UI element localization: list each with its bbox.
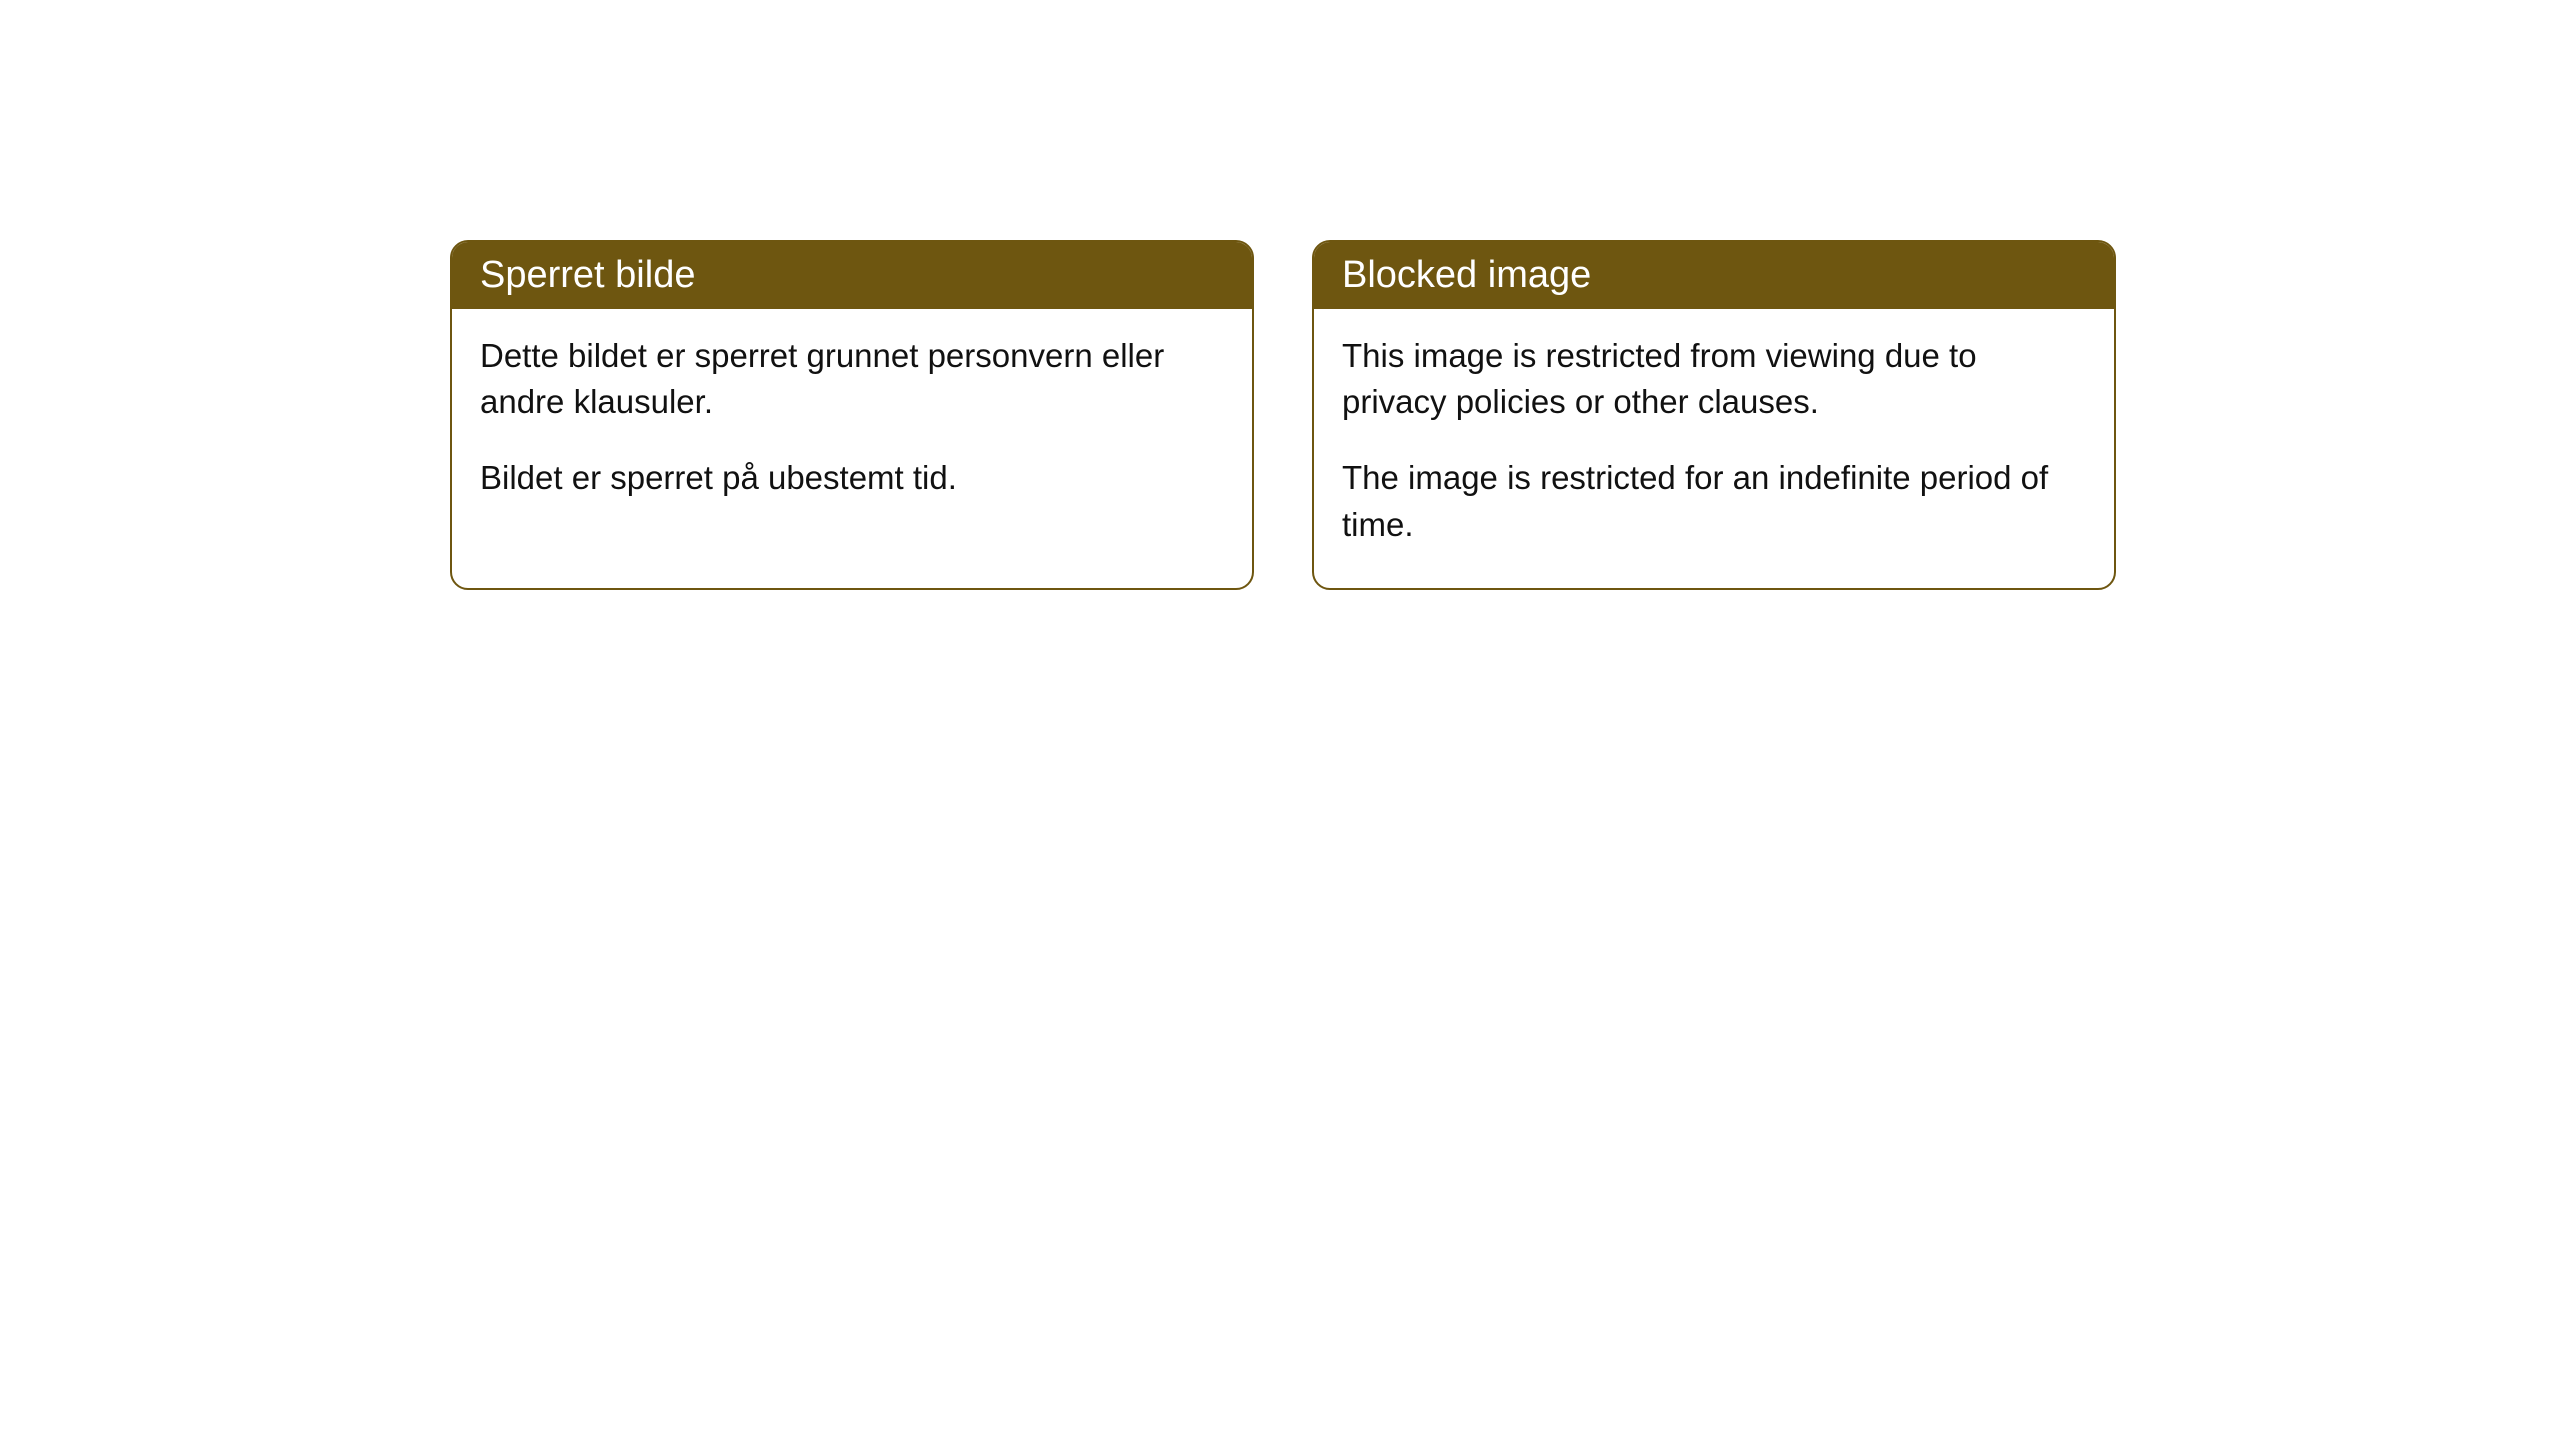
blocked-image-card-norwegian: Sperret bilde Dette bildet er sperret gr… (450, 240, 1254, 590)
notice-cards-container: Sperret bilde Dette bildet er sperret gr… (450, 240, 2560, 590)
card-paragraph: Bildet er sperret på ubestemt tid. (480, 455, 1224, 501)
card-header: Sperret bilde (452, 242, 1252, 309)
card-body: This image is restricted from viewing du… (1314, 309, 2114, 588)
card-paragraph: This image is restricted from viewing du… (1342, 333, 2086, 425)
card-paragraph: The image is restricted for an indefinit… (1342, 455, 2086, 547)
card-title: Sperret bilde (480, 254, 695, 296)
card-title: Blocked image (1342, 254, 1591, 296)
card-body: Dette bildet er sperret grunnet personve… (452, 309, 1252, 542)
card-header: Blocked image (1314, 242, 2114, 309)
blocked-image-card-english: Blocked image This image is restricted f… (1312, 240, 2116, 590)
card-paragraph: Dette bildet er sperret grunnet personve… (480, 333, 1224, 425)
